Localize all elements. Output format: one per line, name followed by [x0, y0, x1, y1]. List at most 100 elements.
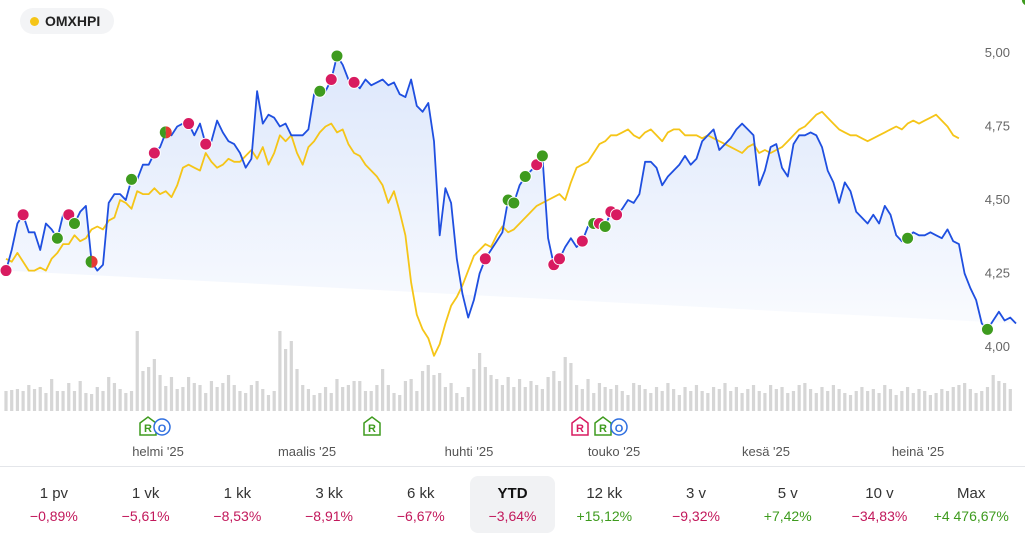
volume-bar	[164, 386, 168, 411]
volume-bar	[358, 381, 362, 411]
period-button[interactable]: 3 v −9,32%	[653, 476, 739, 533]
volume-bar	[238, 391, 242, 411]
period-button[interactable]: 5 v +7,42%	[745, 476, 831, 533]
period-change: −8,91%	[305, 508, 353, 524]
volume-bar	[312, 395, 316, 411]
volume-bar	[226, 375, 231, 411]
index-series-line	[5, 110, 960, 357]
volume-bar	[129, 391, 134, 411]
volume-bar	[432, 375, 436, 411]
period-change: −34,83%	[851, 508, 908, 524]
volume-bar	[306, 389, 311, 411]
volume-bar	[50, 379, 54, 411]
volume-bar	[44, 393, 48, 411]
volume-bar	[67, 383, 71, 411]
volume-bar	[557, 381, 562, 411]
volume-bar	[112, 383, 117, 411]
volume-bar	[940, 389, 944, 411]
volume-bar	[124, 393, 128, 411]
volume-bar	[837, 389, 841, 411]
y-tick-label: 4,25	[985, 266, 1010, 281]
period-button[interactable]: 1 kk −8,53%	[194, 476, 280, 533]
volume-bar	[495, 379, 499, 411]
period-button[interactable]: 1 vk −5,61%	[103, 476, 189, 533]
volume-bar	[278, 331, 282, 411]
volume-bar	[375, 385, 379, 411]
period-label: 1 kk	[223, 485, 252, 502]
x-tick-label: maalis '25	[278, 444, 336, 459]
volume-bar	[255, 381, 259, 411]
volume-bar	[249, 385, 253, 411]
volume-bar	[700, 391, 704, 411]
volume-bar	[563, 357, 567, 411]
sell-marker	[553, 252, 567, 266]
sell-marker	[182, 117, 196, 131]
sell-marker	[324, 72, 338, 86]
volume-bar	[649, 393, 653, 411]
period-button[interactable]: YTD −3,64%	[469, 476, 556, 533]
event-badge-r	[571, 416, 589, 436]
volume-bar	[266, 395, 271, 411]
volume-bar	[569, 363, 573, 411]
period-label: Max	[957, 485, 986, 502]
volume-bar	[740, 393, 744, 411]
volume-bar	[934, 393, 938, 411]
volume-bar	[654, 387, 659, 411]
volume-bar	[443, 387, 447, 411]
volume-bar	[734, 387, 738, 411]
volume-bar	[820, 387, 824, 411]
volume-bar	[175, 389, 179, 411]
period-button[interactable]: 10 v −34,83%	[837, 476, 923, 533]
volume-bar	[729, 391, 733, 411]
volume-bar	[329, 393, 333, 411]
period-button[interactable]: 6 kk −6,67%	[378, 476, 464, 533]
volume-bar	[95, 387, 99, 411]
x-tick-label: heinä '25	[892, 444, 944, 459]
volume-bar	[517, 379, 522, 411]
buy-marker	[980, 322, 994, 336]
volume-bar	[221, 383, 225, 411]
y-tick-label: 4,75	[985, 119, 1010, 134]
period-button[interactable]: 12 kk +15,12%	[561, 476, 647, 533]
buy-marker	[598, 219, 612, 233]
period-label: 3 kk	[315, 485, 343, 502]
volume-bar	[89, 394, 94, 411]
volume-bar	[592, 393, 596, 411]
split-marker-half	[85, 255, 92, 268]
period-change: −3,64%	[488, 508, 537, 524]
volume-bar	[38, 387, 42, 411]
volume-bar	[352, 381, 356, 411]
event-badge-letter: O	[615, 423, 624, 435]
volume-bar	[552, 371, 556, 411]
volume-bar	[272, 391, 276, 411]
volume-bar	[415, 391, 419, 411]
volume-bar	[27, 385, 31, 411]
period-button[interactable]: Max +4 476,67%	[928, 476, 1014, 533]
sell-marker	[478, 252, 492, 266]
volume-bar	[751, 385, 756, 411]
volume-bar	[141, 371, 145, 411]
volume-bar	[409, 379, 413, 411]
volume-bar	[392, 393, 396, 411]
period-label: 6 kk	[407, 485, 435, 502]
volume-bar	[284, 349, 288, 411]
period-button[interactable]: 3 kk −8,91%	[286, 476, 372, 533]
volume-bar	[10, 390, 14, 411]
volume-bar	[843, 393, 847, 411]
period-change: −9,32%	[672, 508, 720, 524]
volume-bar	[489, 375, 493, 411]
buy-marker	[518, 169, 532, 183]
event-badge-letter: O	[158, 423, 167, 435]
legend-item-omxhpi[interactable]: OMXHPI	[20, 8, 115, 34]
period-button[interactable]: 1 pv −0,89%	[11, 476, 97, 533]
split-marker-half	[91, 255, 98, 268]
legend-dot-icon	[30, 16, 39, 26]
volume-bar	[860, 387, 864, 411]
sell-marker	[16, 208, 30, 222]
volume-bar	[403, 381, 408, 411]
volume-bar	[398, 395, 402, 411]
volume-bar	[968, 389, 972, 411]
volume-bar	[974, 393, 978, 411]
